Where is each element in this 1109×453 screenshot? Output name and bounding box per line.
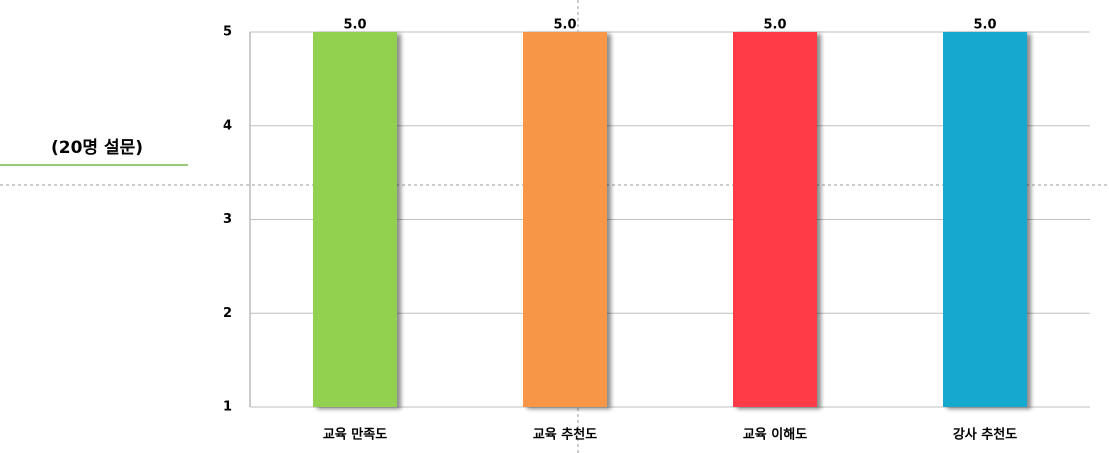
x-tick-label: 교육 추천도: [533, 427, 597, 443]
value-label: 5.0: [343, 18, 366, 33]
bar: [733, 32, 817, 407]
bar: [943, 32, 1027, 407]
y-tick-label: 1: [223, 400, 232, 415]
y-tick-label: 5: [223, 25, 232, 40]
value-label: 5.0: [763, 18, 786, 33]
y-tick-label: 3: [223, 212, 232, 227]
value-label: 5.0: [973, 18, 996, 33]
value-label: 5.0: [553, 18, 576, 33]
x-tick-label: 교육 이해도: [743, 427, 807, 443]
survey-note: (20명 설문): [51, 138, 143, 158]
y-tick-label: 4: [223, 118, 232, 133]
y-tick-label: 2: [223, 306, 232, 321]
x-tick-label: 강사 추천도: [953, 427, 1017, 443]
bar: [313, 32, 397, 407]
bar: [523, 32, 607, 407]
x-tick-label: 교육 만족도: [323, 427, 387, 443]
